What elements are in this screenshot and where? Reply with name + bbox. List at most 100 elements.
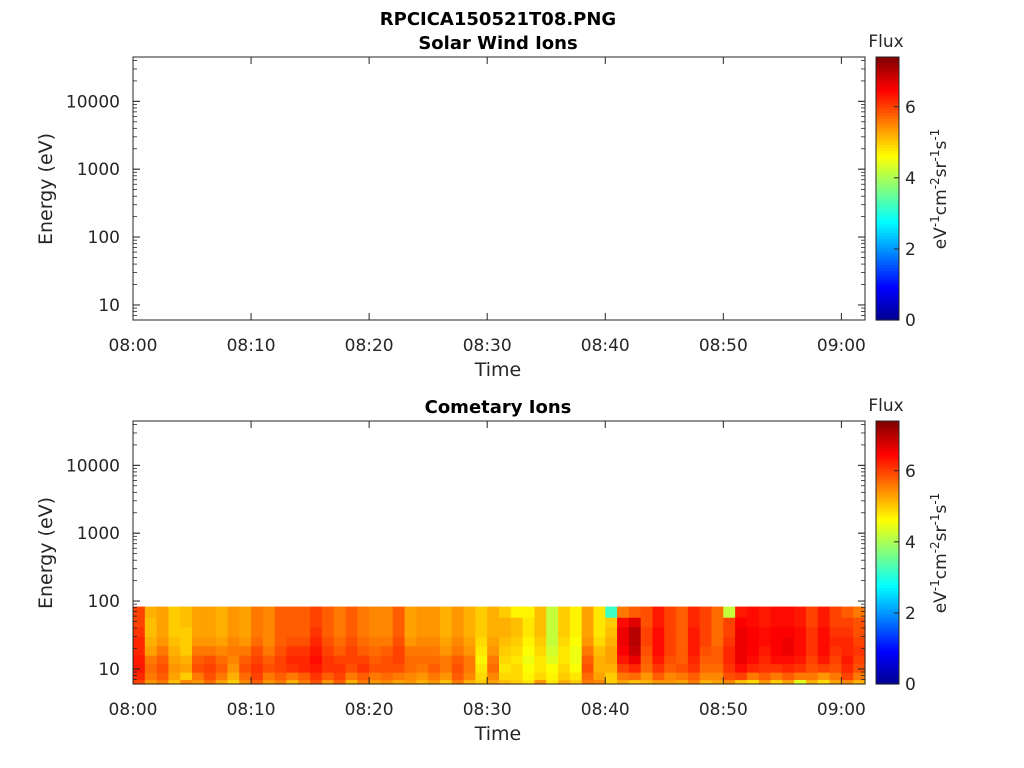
y-axis-label: Energy (eV) — [35, 497, 57, 609]
heatmap-cell — [581, 645, 595, 656]
colorbar-segment — [876, 296, 899, 301]
heatmap-cell — [251, 606, 264, 618]
heatmap-cell — [439, 606, 453, 618]
heatmap-cell — [593, 626, 606, 638]
heatmap-cell — [558, 663, 571, 673]
heatmap-cell — [510, 606, 524, 618]
heatmap-cell — [298, 672, 311, 681]
heatmap-cell — [581, 606, 595, 618]
heatmap-cell — [251, 645, 264, 656]
heatmap-cell — [817, 617, 831, 628]
heatmap-cell — [451, 617, 465, 628]
colorbar-segment — [876, 284, 899, 289]
colorbar-segment — [876, 479, 899, 483]
heatmap-cell — [133, 617, 146, 628]
heatmap-cell — [251, 636, 264, 647]
heatmap-cell — [581, 617, 595, 628]
heatmap-cell — [723, 645, 736, 656]
heatmap-cell — [168, 626, 181, 638]
heatmap-cell — [203, 626, 217, 638]
heatmap-cell — [333, 655, 347, 665]
colorbar-segment — [876, 65, 899, 70]
heatmap-cell — [770, 655, 783, 665]
panel-cometary: Cometary Ions 08:00 08:10 08:20 08:30 08:40 0… — [35, 396, 951, 745]
heatmap-cell — [546, 617, 559, 628]
heatmap-cell — [817, 663, 831, 673]
colorbar-segment — [876, 287, 899, 292]
colorbar-segment — [876, 229, 899, 233]
heatmap-cell — [581, 663, 595, 673]
heatmap-cell — [416, 636, 429, 647]
colorbar-tick-label: 4 — [905, 533, 916, 553]
heatmap-cell — [274, 617, 288, 628]
colorbar-segment — [876, 194, 899, 198]
colorbar-tick-label: 0 — [905, 675, 916, 695]
heatmap-cell — [321, 655, 335, 665]
colorbar-segment — [876, 299, 899, 304]
heatmap-cell — [310, 655, 323, 665]
heatmap-cell — [392, 645, 406, 656]
heatmap-cell — [829, 645, 842, 656]
heatmap-cell — [853, 636, 866, 647]
heatmap-cell — [805, 645, 819, 656]
heatmap-cell — [321, 606, 335, 618]
heatmap-cell — [676, 626, 689, 638]
heatmap-cell — [782, 617, 795, 628]
heatmap-cell — [274, 626, 288, 638]
heatmap-cell — [463, 636, 476, 647]
heatmap-cell — [380, 679, 394, 685]
heatmap-cell — [156, 636, 170, 647]
heatmap-cell — [239, 606, 252, 618]
heatmap-cell — [439, 655, 453, 665]
heatmap-cell — [853, 617, 866, 628]
colorbar-segment — [876, 485, 899, 489]
heatmap-cell — [215, 672, 229, 681]
heatmap-cell — [735, 606, 748, 618]
heatmap-cell — [605, 679, 618, 685]
heatmap-cell — [369, 626, 382, 638]
colorbar-segment — [876, 619, 899, 624]
colorbar-segment — [876, 211, 899, 216]
heatmap-cell — [298, 679, 311, 685]
heatmap-cell — [723, 617, 736, 628]
heatmap-cell — [380, 636, 394, 647]
heatmap-cell — [841, 672, 854, 681]
heatmap-cell — [262, 663, 276, 673]
heatmap-cell — [687, 645, 701, 656]
colorbar-segment — [876, 208, 899, 213]
heatmap-cell — [640, 672, 654, 681]
heatmap-cell — [794, 655, 807, 665]
heatmap-cell — [310, 636, 323, 647]
colorbar-segment — [876, 302, 899, 306]
colorbar-segment — [876, 590, 899, 595]
x-axis-label: Time — [474, 723, 522, 745]
x-tick-label: 08:50 — [699, 336, 748, 356]
heatmap-cell — [192, 617, 205, 628]
colorbar-segment — [876, 555, 899, 559]
colorbar-segment — [876, 156, 899, 160]
heatmap-cell — [428, 672, 441, 681]
heatmap-cell — [475, 617, 488, 628]
heatmap-cell — [345, 679, 358, 685]
heatmap-cell — [593, 655, 606, 665]
heatmap-cell — [510, 645, 524, 656]
colorbar-segment — [876, 270, 899, 274]
heatmap-cell — [416, 606, 429, 618]
heatmap-cell — [156, 679, 170, 685]
heatmap-cell — [369, 645, 382, 656]
heatmap-cell — [758, 663, 772, 673]
heatmap-cell — [168, 679, 181, 685]
heatmap-cell — [310, 663, 323, 673]
heatmap-cell — [499, 655, 512, 665]
heatmap-cell — [262, 617, 276, 628]
heatmap-cell — [345, 663, 358, 673]
colorbar-segment — [876, 669, 899, 673]
heatmap-cell — [628, 636, 642, 647]
heatmap-cell — [817, 679, 831, 685]
colorbar-segment — [876, 520, 899, 524]
colorbar-segment — [876, 599, 899, 603]
colorbar-segment — [876, 575, 899, 580]
colorbar-segment — [876, 421, 899, 425]
colorbar-segment — [876, 526, 899, 530]
